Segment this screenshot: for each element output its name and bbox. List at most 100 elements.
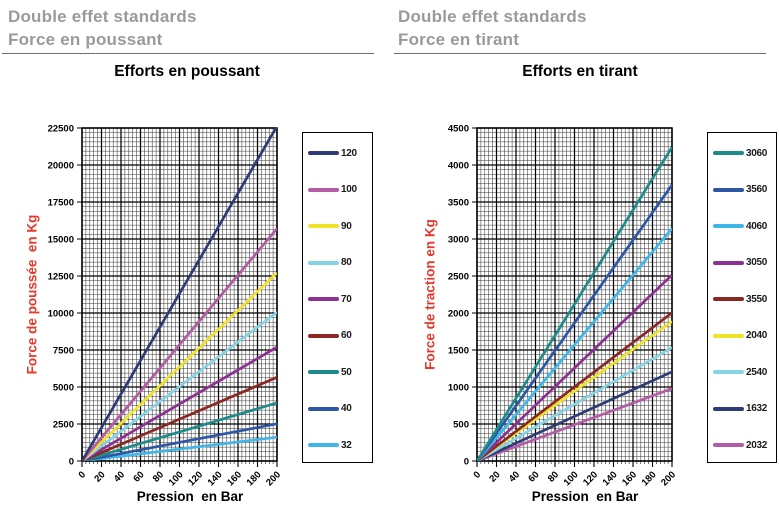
legend-swatch [308, 260, 339, 265]
legend-item: 3050 [713, 257, 768, 268]
axis-ticks [472, 127, 673, 467]
legend-swatch [308, 224, 339, 228]
y-tick-label: 15000 [48, 235, 74, 246]
x-tick-label: 100 [562, 469, 581, 488]
legend-label: 60 [341, 330, 352, 341]
header-underline [394, 53, 766, 54]
legend: 3060 3560 4060 3050 3550 2040 2540 1632 2032 [707, 132, 777, 463]
header-underline [2, 53, 374, 54]
legend-label: 40 [341, 403, 352, 414]
legend-label: 2040 [746, 330, 768, 341]
legend-swatch [713, 224, 744, 228]
series-line-90 [82, 271, 277, 461]
x-axis-title: Pression en Bar [531, 489, 639, 504]
legend-label: 4060 [746, 220, 768, 232]
legend-item: 32 [308, 439, 352, 451]
x-tick-label: 80 [151, 469, 166, 484]
legend-swatch [713, 443, 744, 447]
legend-item: 1632 [713, 403, 768, 414]
x-tick-label: 160 [620, 469, 639, 488]
legend-label: 90 [341, 220, 352, 232]
x-tick-label: 140 [601, 469, 620, 488]
legend-label: 32 [341, 439, 352, 451]
x-tick-label: 100 [167, 469, 186, 488]
legend-label: 50 [341, 366, 352, 378]
legend-item: 70 [308, 293, 352, 305]
series-line-1632 [477, 370, 672, 461]
panel-header-line2: Force en tirant [398, 30, 520, 49]
chart-title: Efforts en tirant [522, 63, 638, 80]
y-tick-label: 12500 [48, 272, 74, 283]
x-tick-label: 200 [264, 469, 283, 488]
x-tick-label: 20 [92, 469, 107, 484]
legend-label: 120 [341, 147, 357, 159]
x-tick-label: 80 [546, 469, 561, 484]
legend-item: 50 [308, 366, 352, 378]
y-tick-label: 1500 [448, 346, 469, 357]
legend-label: 2540 [746, 366, 768, 378]
series-line-4060 [477, 227, 672, 461]
panel-header-line1: Double effet standards [8, 7, 197, 26]
x-tick-label: 120 [581, 469, 600, 488]
legend-swatch [308, 370, 339, 374]
legend: 120 100 90 80 70 60 50 40 32 [302, 132, 373, 463]
x-tick-label: 60 [526, 469, 541, 484]
y-axis-title: Force de poussée en Kg [24, 214, 40, 375]
legend-label: 1632 [746, 403, 768, 414]
x-tick-label: 200 [659, 469, 678, 488]
legend-swatch [713, 406, 744, 411]
x-tick-label: 120 [186, 469, 205, 488]
legend-swatch [308, 297, 339, 301]
legend-item: 40 [308, 403, 352, 414]
x-tick-label: 0 [77, 469, 89, 481]
axis-ticks [77, 127, 278, 467]
panel-header-line2: Force en poussant [8, 30, 163, 49]
legend-item: 3560 [713, 184, 767, 195]
series-line-3550 [477, 311, 672, 461]
y-tick-label: 20000 [48, 161, 74, 172]
series-line-40 [82, 422, 277, 461]
y-tick-label: 10000 [48, 309, 74, 320]
series-line-3050 [477, 274, 672, 461]
legend-item: 60 [308, 330, 352, 341]
series-line-3560 [477, 184, 672, 461]
legend-label: 2032 [746, 439, 768, 451]
legend-swatch [308, 443, 339, 447]
x-tick-label: 140 [206, 469, 225, 488]
x-tick-label: 180 [245, 469, 264, 488]
legend-swatch [713, 370, 744, 374]
y-tick-label: 22500 [48, 124, 74, 135]
legend-label: 70 [341, 293, 352, 305]
y-tick-label: 4500 [448, 124, 469, 135]
legend-swatch [713, 260, 744, 265]
legend-label: 3060 [746, 147, 768, 159]
legend-swatch [713, 297, 744, 301]
legend-label: 3050 [746, 257, 768, 268]
y-tick-label: 2000 [448, 309, 469, 320]
legend-item: 2032 [713, 439, 768, 451]
series-line-60 [82, 376, 277, 461]
legend-label: 80 [341, 257, 352, 268]
legend-swatch [308, 406, 339, 411]
plot-border [476, 127, 673, 462]
chart-title: Efforts en poussant [114, 63, 260, 80]
y-tick-label: 3000 [448, 235, 469, 246]
series-line-50 [82, 401, 277, 461]
legend-label: 3550 [746, 293, 768, 305]
series-line-120 [82, 127, 277, 461]
y-tick-label: 7500 [53, 346, 74, 357]
y-tick-label: 2500 [53, 420, 74, 431]
legend-swatch [713, 333, 744, 338]
legend-item: 80 [308, 257, 352, 268]
y-tick-label: 4000 [448, 161, 469, 172]
legend-swatch [713, 151, 744, 155]
y-tick-label: 2500 [448, 272, 469, 283]
x-tick-label: 160 [225, 469, 244, 488]
legend-swatch [308, 151, 339, 155]
y-axis-title: Force de traction en Kg [422, 219, 438, 370]
legend-swatch [713, 187, 744, 192]
y-tick-label: 5000 [53, 383, 74, 394]
series-line-70 [82, 345, 277, 461]
